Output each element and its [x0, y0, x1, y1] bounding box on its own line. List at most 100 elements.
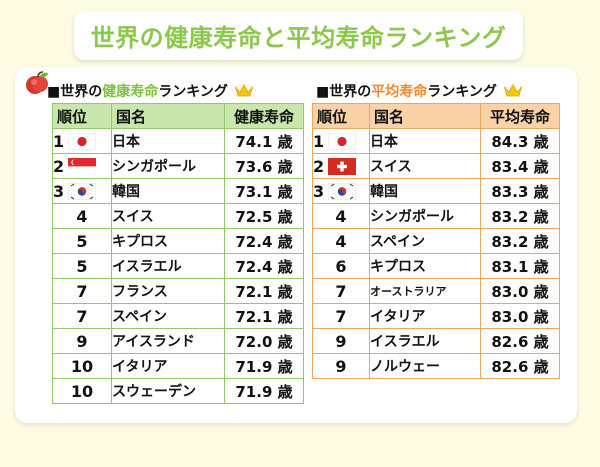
rank-number: 9: [76, 331, 88, 351]
country-name: イタリア: [369, 303, 481, 329]
country-name: スイス: [369, 153, 481, 179]
rank-number: 4: [335, 206, 347, 226]
country-name: シンガポール: [369, 203, 481, 229]
country-name: キプロス: [369, 253, 481, 279]
heading-highlight: 平均寿命: [371, 84, 428, 100]
table-row: 7 スペイン 72.1 歳: [52, 303, 304, 329]
country-name: イタリア: [111, 353, 225, 379]
rank-number: 2: [53, 156, 65, 176]
rank-number: 7: [76, 281, 88, 301]
life-expectancy-value: 72.0 歳: [224, 328, 304, 354]
column-header: 国名: [369, 103, 481, 129]
rank-cell: 7: [312, 303, 370, 329]
country-name: スウェーデン: [111, 378, 225, 404]
column-header: 順位: [52, 103, 112, 129]
column-header: 健康寿命: [224, 103, 304, 129]
rank-cell: 3: [52, 178, 112, 204]
life-expectancy-value: 71.9 歳: [224, 353, 304, 379]
japan-flag-icon: [68, 132, 97, 150]
table-row: 9 イスラエル 82.6 歳: [312, 328, 560, 354]
life-expectancy-value: 74.1 歳: [224, 128, 304, 154]
rank-number: 9: [335, 331, 347, 351]
rank-cell: 7: [52, 303, 112, 329]
life-expectancy-value: 73.1 歳: [224, 178, 304, 204]
life-expectancy-value: 82.6 歳: [480, 353, 560, 379]
life-expectancy-value: 83.2 歳: [480, 228, 560, 254]
life-expectancy-value: 83.2 歳: [480, 203, 560, 229]
country-name: フランス: [111, 278, 225, 304]
table-row: 4 シンガポール 83.2 歳: [312, 203, 560, 229]
rank-cell: 5: [52, 228, 112, 254]
rank-number: 4: [335, 231, 347, 251]
rank-number: 10: [70, 381, 94, 401]
ranking-card: ■世界の健康寿命ランキング ■世界の平均寿命ランキング 順位 国名 健康寿命 1…: [15, 67, 577, 423]
rank-number: 4: [76, 206, 88, 226]
korea-flag-icon: [328, 182, 357, 200]
life-expectancy-value: 82.6 歳: [480, 328, 560, 354]
table-row: 4 スペイン 83.2 歳: [312, 228, 560, 254]
country-name: キプロス: [111, 228, 225, 254]
table-row: 9 ノルウェー 82.6 歳: [312, 353, 560, 379]
heading-prefix: ■世界の: [316, 84, 372, 100]
rank-number: 3: [53, 181, 65, 201]
country-name: スペイン: [111, 303, 225, 329]
rank-cell: 1: [52, 128, 112, 154]
country-name: シンガポール: [111, 153, 225, 179]
rank-number: 5: [76, 256, 88, 276]
table-row: 1 日本 74.1 歳: [52, 128, 304, 154]
rank-cell: 10: [52, 353, 112, 379]
table-row: 2 シンガポール 73.6 歳: [52, 153, 304, 179]
rank-number: 1: [53, 131, 65, 151]
page-title: 世界の健康寿命と平均寿命ランキング: [90, 24, 507, 52]
life-expectancy-value: 72.5 歳: [224, 203, 304, 229]
rank-number: 9: [335, 356, 347, 376]
average-life-heading: ■世界の平均寿命ランキング: [316, 81, 522, 101]
table-row: 7 イタリア 83.0 歳: [312, 303, 560, 329]
life-expectancy-value: 72.4 歳: [224, 253, 304, 279]
apple-icon: [26, 71, 48, 94]
rank-cell: 9: [312, 353, 370, 379]
crown-icon: [234, 84, 253, 97]
life-expectancy-value: 72.4 歳: [224, 228, 304, 254]
table-row: 3 韓国 83.3 歳: [312, 178, 560, 204]
country-name: オーストラリア: [369, 278, 481, 304]
column-header: 順位: [312, 103, 370, 129]
rank-number: 6: [335, 256, 347, 276]
rank-number: 7: [335, 306, 347, 326]
rank-cell: 6: [312, 253, 370, 279]
life-expectancy-value: 83.1 歳: [480, 253, 560, 279]
column-header: 平均寿命: [480, 103, 560, 129]
rank-cell: 9: [52, 328, 112, 354]
rank-cell: 7: [312, 278, 370, 304]
rank-cell: 5: [52, 253, 112, 279]
rank-number: 5: [76, 231, 88, 251]
heading-prefix: ■世界の: [47, 84, 103, 100]
rank-cell: 2: [52, 153, 112, 179]
singapore-flag-icon: [68, 157, 97, 175]
table-row: 7 オーストラリア 83.0 歳: [312, 278, 560, 304]
table-row: 10 イタリア 71.9 歳: [52, 353, 304, 379]
rank-cell: 4: [312, 203, 370, 229]
country-name: 日本: [111, 128, 225, 154]
country-name: 韓国: [369, 178, 481, 204]
table-row: 10 スウェーデン 71.9 歳: [52, 378, 304, 404]
country-name: スペイン: [369, 228, 481, 254]
life-expectancy-value: 72.1 歳: [224, 303, 304, 329]
heading-suffix: ランキング: [158, 84, 228, 100]
rank-cell: 4: [52, 203, 112, 229]
country-name: ノルウェー: [369, 353, 481, 379]
country-name: 韓国: [111, 178, 225, 204]
rank-cell: 7: [52, 278, 112, 304]
country-name: アイスランド: [111, 328, 225, 354]
rank-cell: 1: [312, 128, 370, 154]
life-expectancy-value: 72.1 歳: [224, 278, 304, 304]
life-expectancy-value: 83.4 歳: [480, 153, 560, 179]
korea-flag-icon: [68, 182, 97, 200]
country-name: スイス: [111, 203, 225, 229]
rank-number: 7: [76, 306, 88, 326]
rank-number: 3: [313, 181, 325, 201]
rank-number: 7: [335, 281, 347, 301]
table-row: 7 フランス 72.1 歳: [52, 278, 304, 304]
rank-number: 1: [313, 131, 325, 151]
